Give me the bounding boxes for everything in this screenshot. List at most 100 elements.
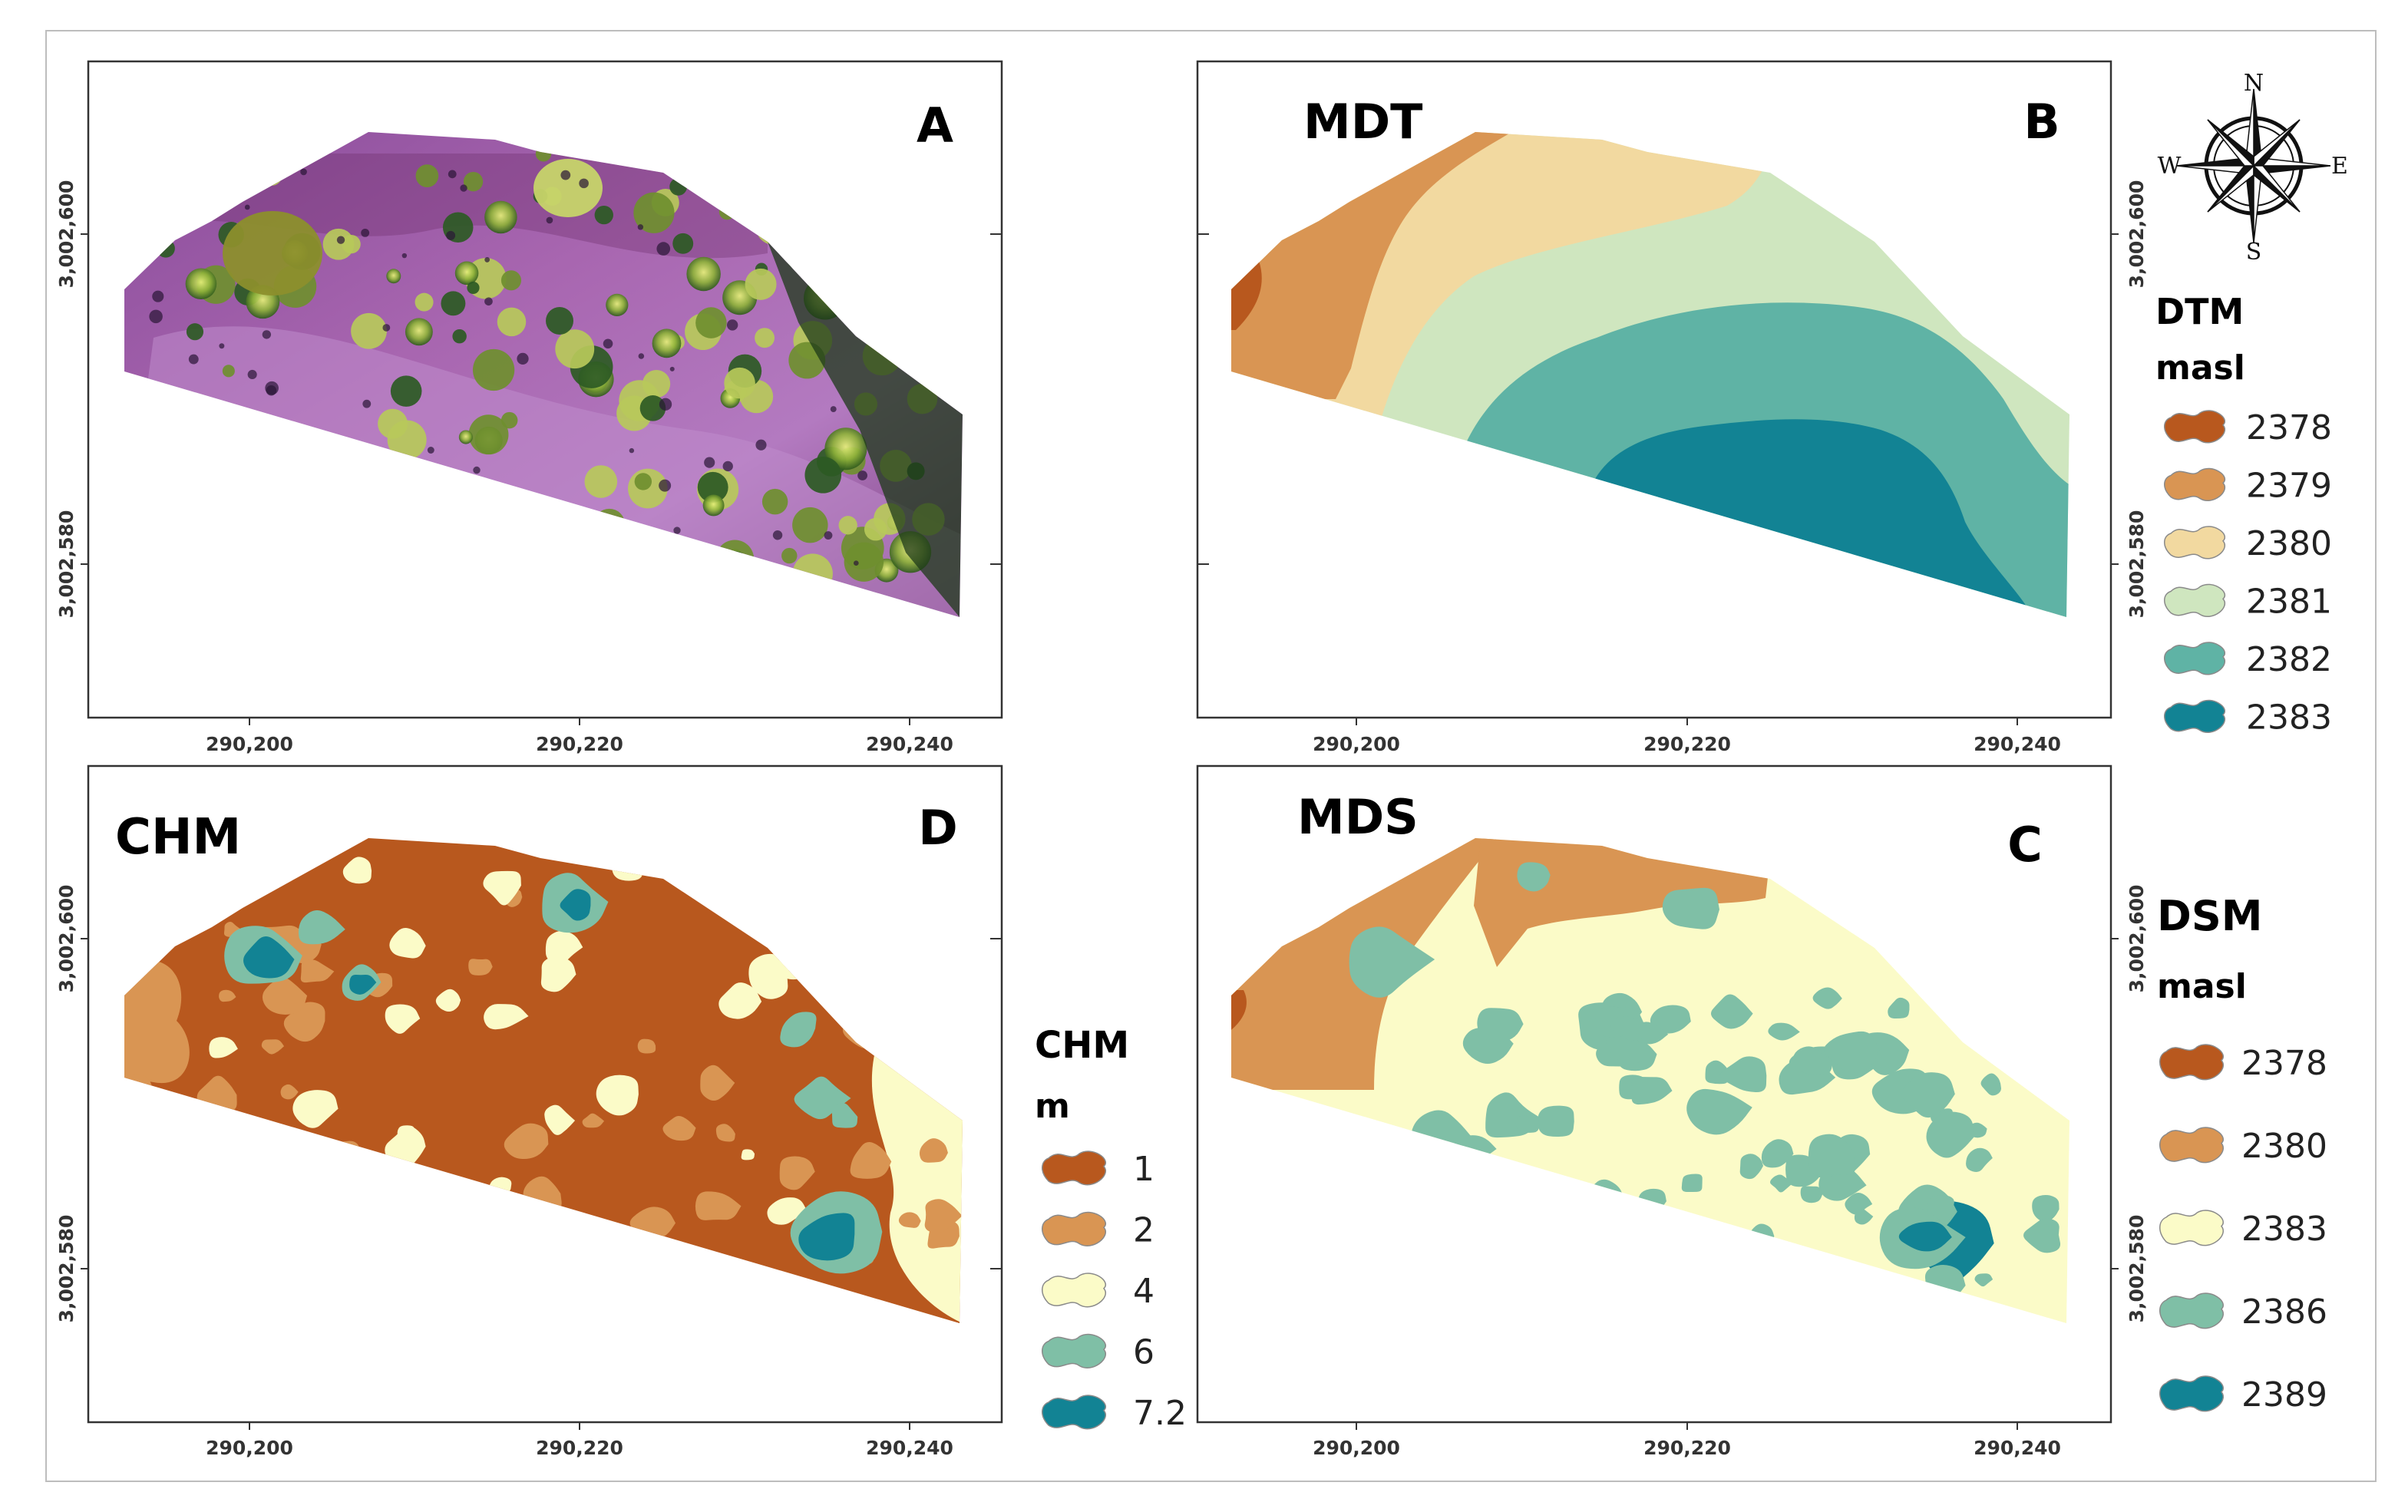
dsm-patch bbox=[1517, 862, 1551, 892]
chm-patch bbox=[798, 1213, 855, 1261]
tree-crown bbox=[157, 487, 191, 522]
tree-crown bbox=[502, 593, 529, 617]
tree-crown bbox=[219, 445, 259, 486]
legend-label: 2380 bbox=[2241, 1127, 2327, 1166]
x-tick-label: 290,240 bbox=[866, 1437, 953, 1459]
x-tick-label: 290,240 bbox=[1974, 733, 2061, 755]
tree-crown bbox=[697, 471, 728, 503]
tree-crown bbox=[594, 205, 613, 225]
shadow-spot bbox=[448, 170, 457, 179]
chm-patch bbox=[840, 896, 879, 926]
tree-crown bbox=[555, 329, 595, 369]
chm-patch bbox=[831, 1102, 858, 1128]
dsm-patch bbox=[1926, 1111, 1974, 1158]
chm-patch bbox=[545, 930, 583, 966]
shadow-spot bbox=[247, 369, 257, 380]
chm-patch bbox=[544, 1104, 576, 1135]
tree-crown bbox=[639, 395, 666, 421]
chm-patch bbox=[348, 1220, 377, 1247]
shadow-spot bbox=[629, 447, 635, 454]
legend-swatch bbox=[2159, 1210, 2224, 1246]
chm-patch bbox=[300, 1276, 323, 1296]
legend-swatch bbox=[1042, 1395, 1106, 1430]
tree-crown bbox=[288, 471, 309, 494]
tree-crown bbox=[593, 508, 626, 540]
dsm-patch bbox=[1808, 1134, 1856, 1176]
tree-crown bbox=[652, 570, 666, 584]
tree-crown bbox=[914, 157, 930, 173]
legend-label: 7.2 bbox=[1133, 1394, 1187, 1433]
tree-crown bbox=[468, 414, 509, 455]
tree-crown bbox=[838, 516, 857, 535]
chm-patch bbox=[124, 959, 190, 1084]
tree-crown bbox=[669, 177, 688, 196]
chm-patch bbox=[385, 1004, 421, 1034]
panel-d-letter: D bbox=[918, 800, 957, 856]
shadow-spot bbox=[262, 330, 272, 339]
tree-crown bbox=[177, 132, 210, 155]
dsm-legend-title: DSM bbox=[2157, 892, 2262, 940]
dsm-legend-unit: masl bbox=[2157, 967, 2247, 1006]
shadow-spot bbox=[786, 171, 800, 184]
tree-crown bbox=[203, 527, 223, 549]
chm-patch bbox=[219, 989, 236, 1002]
dsm-patch bbox=[1650, 1005, 1691, 1034]
legend-swatch bbox=[1042, 1273, 1106, 1308]
chm-patch bbox=[342, 857, 372, 884]
tree-crown bbox=[484, 200, 517, 234]
shadow-spot bbox=[872, 203, 879, 210]
shadow-spot bbox=[726, 319, 738, 331]
x-tick-label: 290,200 bbox=[206, 733, 293, 755]
y-tick-label: 3,002,600 bbox=[2126, 885, 2148, 993]
tree-crown bbox=[271, 584, 302, 614]
dsm-patch bbox=[1711, 994, 1753, 1029]
chm-patch bbox=[919, 1138, 948, 1163]
dsm-patch bbox=[1974, 1273, 1993, 1287]
shadow-spot bbox=[673, 527, 681, 534]
compass-rose-icon: N S E W bbox=[2158, 70, 2348, 266]
tree-crown bbox=[672, 233, 694, 254]
chm-patch bbox=[606, 839, 632, 866]
dsm-patch bbox=[1688, 1266, 1741, 1318]
orthophoto-map bbox=[124, 132, 963, 617]
tree-crown bbox=[405, 318, 433, 346]
tree-crown bbox=[718, 203, 735, 220]
panel-a-frame bbox=[87, 60, 1003, 719]
dsm-patch bbox=[1888, 997, 1910, 1019]
chm-patch bbox=[715, 1124, 735, 1142]
chm-patch bbox=[695, 1191, 742, 1220]
dsm-patch bbox=[1537, 1105, 1574, 1137]
shadow-spot bbox=[702, 566, 714, 578]
tree-crown bbox=[387, 420, 427, 460]
shadow-spot bbox=[755, 439, 767, 451]
tree-crown bbox=[601, 579, 624, 602]
y-tick-label: 3,002,600 bbox=[55, 180, 78, 289]
panel-b-letter: B bbox=[2023, 94, 2060, 150]
tree-crown bbox=[745, 268, 777, 300]
tree-crown bbox=[872, 152, 896, 177]
legend-swatch bbox=[2164, 410, 2225, 444]
x-tick-label: 290,200 bbox=[1313, 733, 1400, 755]
tree-crown bbox=[742, 140, 764, 162]
shadow-spot bbox=[149, 309, 163, 324]
y-tick-label: 3,002,580 bbox=[2126, 510, 2148, 619]
legend-swatch bbox=[2164, 526, 2225, 560]
panel-c-title: MDS bbox=[1297, 789, 1419, 845]
dsm-patch bbox=[2039, 1051, 2057, 1068]
tree-crown bbox=[606, 293, 629, 316]
tree-crown bbox=[322, 228, 355, 260]
tree-crown bbox=[151, 390, 188, 427]
tree-crown bbox=[652, 328, 682, 358]
shadow-spot bbox=[361, 228, 370, 237]
legend-label: 2382 bbox=[2246, 640, 2332, 679]
shadow-spot bbox=[446, 230, 456, 240]
tree-crown bbox=[497, 307, 527, 337]
tree-crown bbox=[679, 143, 713, 177]
shadow-spot bbox=[637, 224, 644, 230]
dsm-patch bbox=[1515, 1115, 1540, 1133]
dtm-map bbox=[1231, 132, 2069, 617]
tree-crown bbox=[910, 255, 954, 299]
tree-crown bbox=[193, 428, 219, 453]
tree-crown bbox=[634, 473, 652, 490]
shadow-spot bbox=[423, 581, 434, 593]
